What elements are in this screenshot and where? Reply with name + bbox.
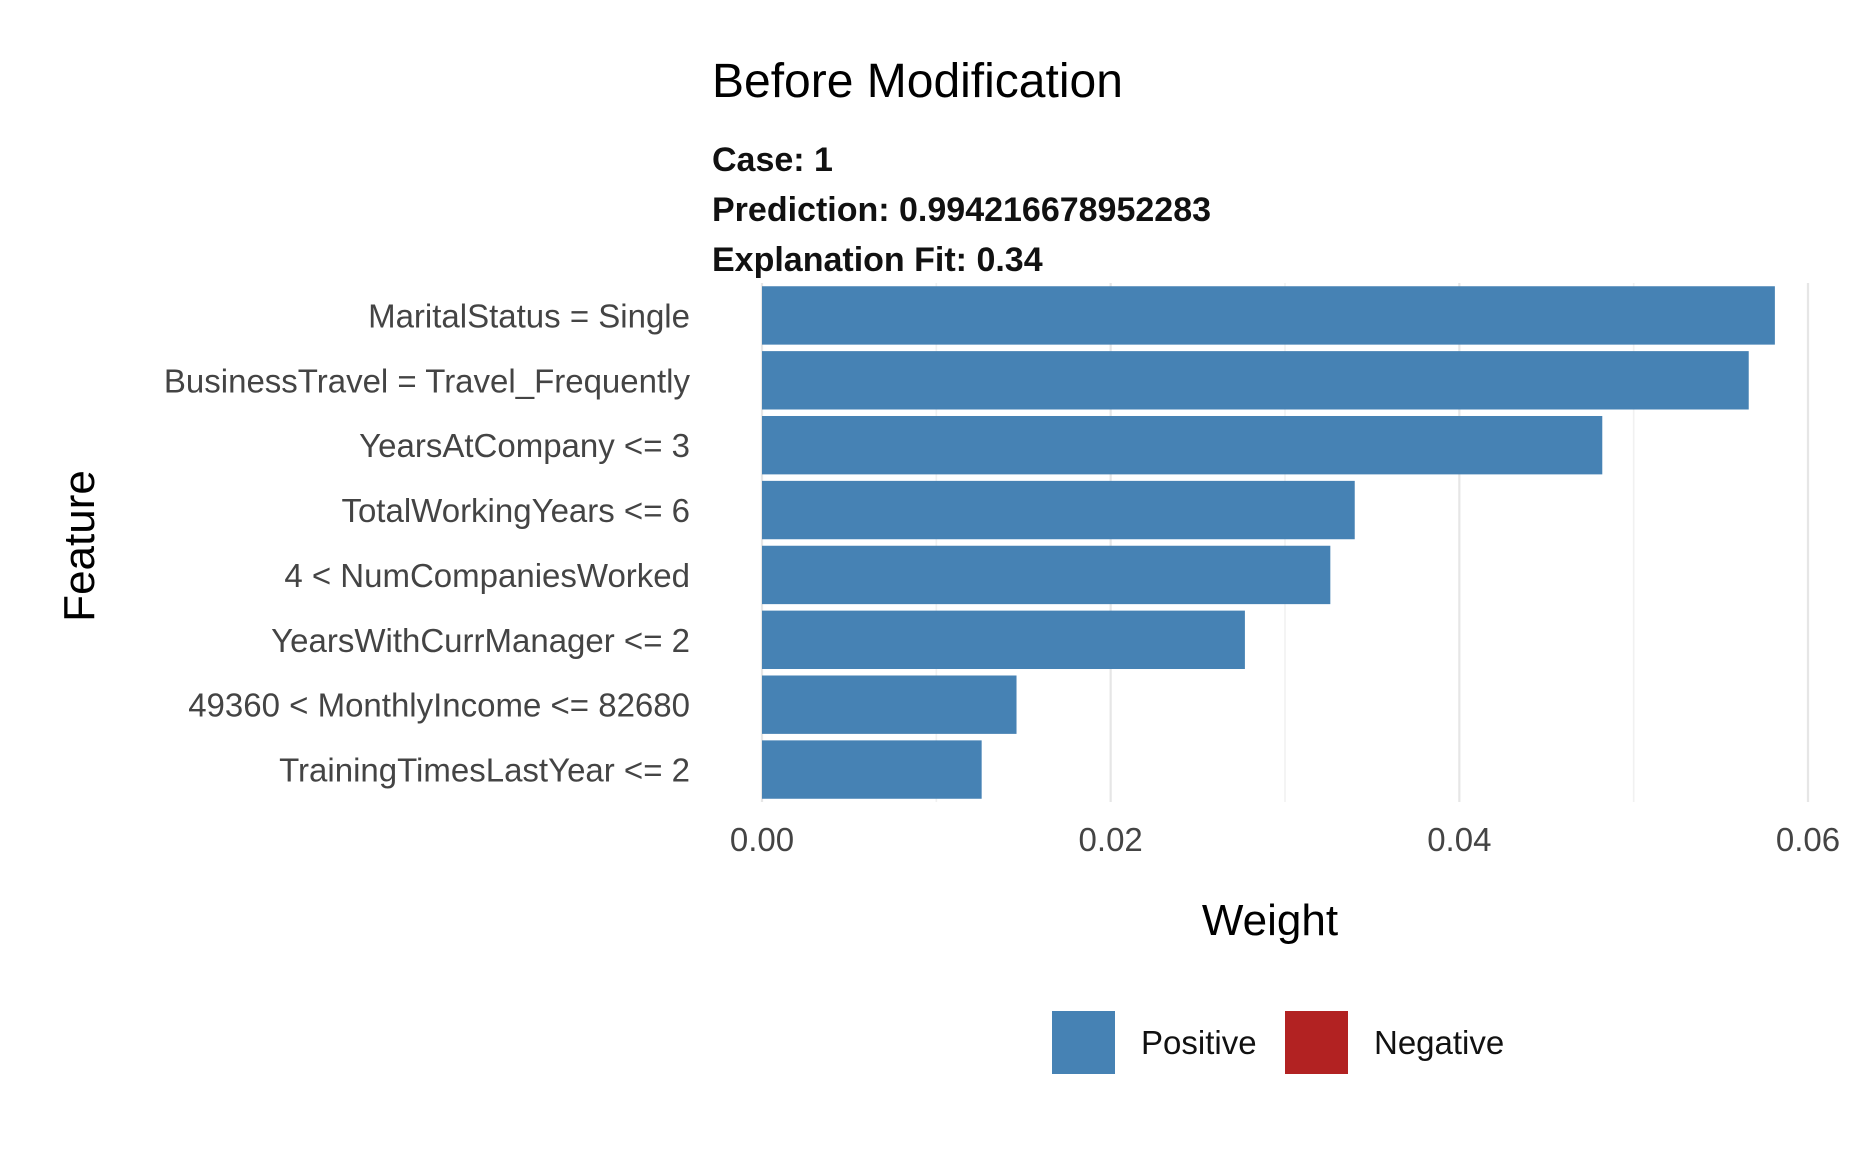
x-tick-label: 0.06 — [1776, 821, 1840, 858]
y-tick-label: 49360 < MonthlyIncome <= 82680 — [188, 687, 690, 724]
bars — [762, 286, 1775, 799]
x-tick-label: 0.00 — [730, 821, 794, 858]
chart-title: Before Modification — [712, 55, 1123, 108]
bar — [762, 740, 982, 799]
subtitle-case: Case: 1 — [712, 141, 833, 179]
y-tick-label: MaritalStatus = Single — [368, 297, 690, 334]
bar — [762, 351, 1749, 410]
x-tick-label: 0.02 — [1079, 821, 1143, 858]
x-tick-label: 0.04 — [1427, 821, 1491, 858]
bar — [762, 480, 1355, 540]
bar — [762, 415, 1603, 475]
legend: Positive Negative — [1052, 1011, 1504, 1074]
y-tick-label: YearsAtCompany <= 3 — [359, 427, 690, 464]
y-tick-label: BusinessTravel = Travel_Frequently — [164, 362, 691, 399]
subtitle-prediction: Prediction: 0.994216678952283 — [712, 191, 1211, 229]
legend-label: Positive — [1141, 1024, 1257, 1061]
legend-swatch — [1285, 1011, 1348, 1074]
x-axis-title: Weight — [1202, 896, 1338, 945]
y-tick-labels: MaritalStatus = Single BusinessTravel = T… — [164, 297, 691, 788]
bar — [762, 610, 1245, 670]
y-tick-label: TotalWorkingYears <= 6 — [341, 492, 690, 529]
y-axis-title: Feature — [55, 470, 104, 622]
legend-swatch — [1052, 1011, 1115, 1074]
bar — [762, 286, 1775, 345]
y-tick-label: 4 < NumCompaniesWorked — [284, 557, 690, 594]
bar — [762, 675, 1017, 734]
bar — [762, 545, 1331, 605]
x-tick-labels: 0.00 0.02 0.04 0.06 — [730, 821, 1840, 858]
legend-label: Negative — [1374, 1024, 1504, 1061]
y-tick-label: YearsWithCurrManager <= 2 — [271, 622, 690, 659]
y-tick-label: TrainingTimesLastYear <= 2 — [279, 752, 690, 789]
subtitle-explanation-fit: Explanation Fit: 0.34 — [712, 241, 1043, 279]
